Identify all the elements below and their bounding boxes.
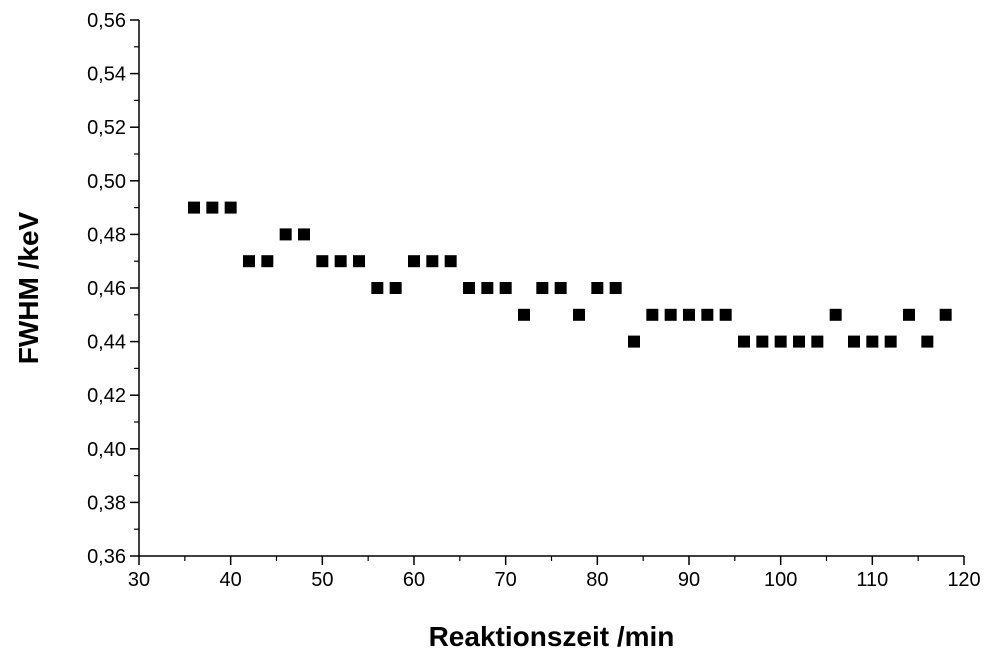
- data-point: [848, 335, 860, 348]
- y-tick-label: 0,48: [87, 224, 126, 246]
- data-point: [921, 335, 934, 348]
- data-point: [389, 282, 402, 294]
- x-tick-label: 100: [764, 569, 797, 591]
- data-point: [903, 308, 915, 321]
- y-tick-label: 0,54: [87, 64, 126, 86]
- data-point: [646, 308, 659, 321]
- data-point: [884, 335, 897, 348]
- data-point: [756, 335, 769, 348]
- x-tick-label: 30: [128, 569, 150, 591]
- data-points: [188, 201, 952, 348]
- data-point: [774, 335, 787, 348]
- data-point: [609, 282, 622, 294]
- data-point: [188, 201, 200, 214]
- data-point: [554, 282, 567, 294]
- data-point: [701, 308, 714, 321]
- data-point: [829, 308, 842, 321]
- data-point: [224, 201, 237, 214]
- data-point: [279, 228, 292, 241]
- data-point: [353, 255, 365, 268]
- x-tick-label: 120: [947, 569, 980, 591]
- data-point: [573, 308, 585, 321]
- y-tick-label: 0,36: [87, 546, 126, 568]
- data-point: [298, 228, 310, 241]
- data-point: [591, 282, 604, 294]
- y-tick-label: 0,44: [87, 332, 126, 354]
- data-point: [426, 255, 439, 268]
- data-point: [316, 255, 329, 268]
- x-tick-label: 40: [220, 569, 242, 591]
- data-point: [811, 335, 824, 348]
- data-point: [408, 255, 420, 268]
- data-point: [536, 282, 549, 294]
- y-tick-label: 0,38: [87, 492, 126, 514]
- x-axis-title: Reaktionszeit /min: [429, 621, 675, 652]
- y-tick-label: 0,40: [87, 439, 126, 461]
- x-axis-ticks: 30 40 50 60 70 80 90 100 110 120: [128, 556, 981, 591]
- data-point: [738, 335, 750, 348]
- x-tick-label: 60: [403, 569, 425, 591]
- data-point: [628, 335, 640, 348]
- y-tick-label: 0,46: [87, 278, 126, 300]
- x-tick-label: 90: [678, 569, 700, 591]
- y-tick-label: 0,50: [87, 171, 126, 193]
- data-point: [243, 255, 255, 268]
- x-tick-label: 110: [856, 569, 888, 591]
- data-point: [866, 335, 879, 348]
- data-point: [261, 255, 274, 268]
- data-point: [664, 308, 677, 321]
- x-tick-label: 80: [586, 569, 608, 591]
- data-point: [371, 282, 384, 294]
- data-point: [719, 308, 732, 321]
- plot-area: 30 40 50 60 70 80 90 100 110 120 0,36 0,38 0,40 0,42…: [87, 10, 981, 591]
- y-axis-title: FWHM /keV: [13, 211, 44, 364]
- data-point: [481, 282, 494, 294]
- x-tick-label: 50: [311, 569, 333, 591]
- y-axis-ticks: 0,36 0,38 0,40 0,42 0,44 0,46 0,48 0,50 0,52 0,54…: [87, 10, 139, 568]
- y-tick-label: 0,52: [87, 117, 126, 139]
- data-point: [463, 282, 475, 294]
- data-point: [499, 282, 512, 294]
- y-tick-label: 0,42: [87, 385, 126, 407]
- data-point: [939, 308, 952, 321]
- data-point: [793, 335, 805, 348]
- data-point: [518, 308, 530, 321]
- data-point: [683, 308, 695, 321]
- data-point: [206, 201, 219, 214]
- y-tick-label: 0,56: [87, 10, 126, 32]
- data-point: [334, 255, 347, 268]
- x-tick-label: 70: [495, 569, 517, 591]
- data-point: [444, 255, 457, 268]
